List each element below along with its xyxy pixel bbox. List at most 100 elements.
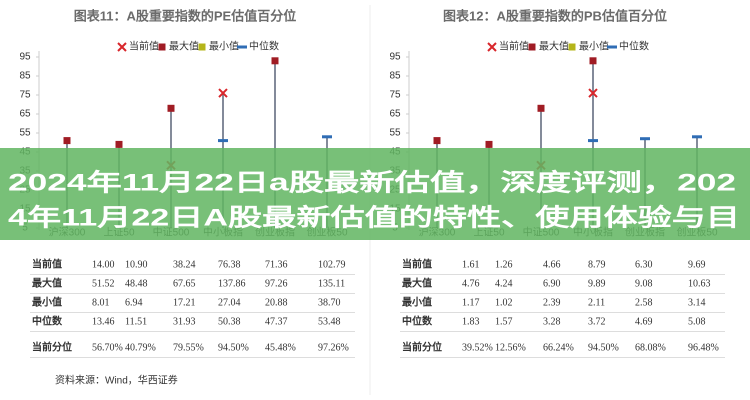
table-cell: 94.50% xyxy=(218,342,249,353)
marker-square xyxy=(115,140,123,148)
table-cell: 66.24% xyxy=(543,342,574,353)
marker-square xyxy=(271,57,279,65)
y-tick-label: 85 xyxy=(19,71,31,82)
table-cell: 3.14 xyxy=(688,297,706,308)
legend-label: 中位数 xyxy=(249,40,279,53)
table-cell: 102.79 xyxy=(318,259,346,270)
table-cell: 14.00 xyxy=(92,259,115,270)
table-cell: 137.86 xyxy=(218,278,246,289)
table-cell: 17.21 xyxy=(173,297,196,308)
table-cell: 9.89 xyxy=(588,278,606,289)
y-tick-label: 85 xyxy=(389,71,401,82)
table-cell: 68.08% xyxy=(635,342,666,353)
table-cell: 50.38 xyxy=(218,316,241,327)
y-tick-label: 55 xyxy=(19,128,31,139)
table-cell: 4.76 xyxy=(462,278,480,289)
banner-line: 2024年11月22日a股最新估值，深度评测，202 xyxy=(8,168,736,196)
table-cell: 39.52% xyxy=(462,342,493,353)
row-label: 最小值 xyxy=(402,296,432,309)
y-tick-label: 95 xyxy=(19,52,31,63)
table-cell: 1.61 xyxy=(462,259,480,270)
table-cell: 48.48 xyxy=(125,278,148,289)
banner-bg xyxy=(0,148,750,240)
table-cell: 11.51 xyxy=(125,316,147,327)
legend-label: 最小值 xyxy=(579,40,609,53)
table-cell: 1.17 xyxy=(462,297,480,308)
row-label: 最大值 xyxy=(32,277,62,290)
row-label: 当前值 xyxy=(32,258,62,271)
y-tick-label: 55 xyxy=(389,128,401,139)
row-label: 当前分位 xyxy=(32,341,72,354)
y-tick-label: 75 xyxy=(389,90,401,101)
marker-square xyxy=(537,104,545,112)
table-cell: 1.83 xyxy=(462,316,480,327)
table-cell: 4.24 xyxy=(495,278,513,289)
table-cell: 38.24 xyxy=(173,259,196,270)
table-cell: 56.70% xyxy=(92,342,123,353)
marker-dash xyxy=(607,45,617,49)
chart-title: 图表12：A股重要指数的PB估值百分位 xyxy=(443,8,667,23)
legend-label: 最大值 xyxy=(539,40,569,53)
marker-dash xyxy=(218,139,228,143)
table-cell: 38.70 xyxy=(318,297,341,308)
table-cell: 13.46 xyxy=(92,316,115,327)
legend-label: 最大值 xyxy=(169,40,199,53)
table-cell: 31.93 xyxy=(173,316,196,327)
legend-label: 最小值 xyxy=(209,40,239,53)
marker-current xyxy=(588,88,598,98)
row-label: 当前值 xyxy=(402,258,432,271)
marker-square xyxy=(433,137,441,145)
table-cell: 4.66 xyxy=(543,259,561,270)
marker-current xyxy=(218,88,228,98)
table-cell: 8.79 xyxy=(588,259,606,270)
table-cell: 1.57 xyxy=(495,316,513,327)
marker-square xyxy=(589,57,597,65)
source: 资料来源：Wind，华西证券 xyxy=(55,374,178,387)
marker-square xyxy=(528,43,536,51)
table-cell: 20.88 xyxy=(265,297,288,308)
marker-dash xyxy=(640,137,650,141)
y-tick-label: 95 xyxy=(389,52,401,63)
table-cell: 51.52 xyxy=(92,278,115,289)
table-cell: 76.38 xyxy=(218,259,241,270)
legend-label: 中位数 xyxy=(619,40,649,53)
table-cell: 3.72 xyxy=(588,316,606,327)
table-cell: 6.94 xyxy=(125,297,143,308)
marker-current xyxy=(487,42,497,52)
marker-current xyxy=(117,42,127,52)
row-label: 最小值 xyxy=(32,296,62,309)
table-cell: 9.08 xyxy=(635,278,653,289)
marker-dash xyxy=(588,139,598,143)
table-cell: 97.26% xyxy=(318,342,349,353)
marker-dash xyxy=(692,135,702,139)
marker-square xyxy=(485,140,493,148)
table-cell: 6.30 xyxy=(635,259,653,270)
row-label: 当前分位 xyxy=(402,341,442,354)
y-tick-label: 75 xyxy=(19,90,31,101)
table-cell: 12.56% xyxy=(495,342,526,353)
table-cell: 1.26 xyxy=(495,259,513,270)
marker-square xyxy=(158,43,166,51)
marker-dash xyxy=(322,135,332,139)
table-cell: 2.39 xyxy=(543,297,561,308)
table-cell: 1.02 xyxy=(495,297,513,308)
table-cell: 4.69 xyxy=(635,316,653,327)
table-cell: 94.50% xyxy=(588,342,619,353)
table-cell: 79.55% xyxy=(173,342,204,353)
table-cell: 27.04 xyxy=(218,297,241,308)
table-cell: 8.01 xyxy=(92,297,110,308)
table-cell: 3.28 xyxy=(543,316,561,327)
table-cell: 6.90 xyxy=(543,278,561,289)
legend-label: 当前值 xyxy=(499,40,529,53)
table-cell: 45.48% xyxy=(265,342,296,353)
table-cell: 40.79% xyxy=(125,342,156,353)
row-label: 最大值 xyxy=(402,277,432,290)
table-cell: 47.37 xyxy=(265,316,288,327)
row-label: 中位数 xyxy=(402,315,433,328)
marker-square xyxy=(63,137,71,145)
table-cell: 71.36 xyxy=(265,259,288,270)
banner-line: 4年11月22日A股最新估值的特性、使用体验与目 xyxy=(8,203,740,231)
y-tick-label: 65 xyxy=(389,109,401,120)
table-cell: 135.11 xyxy=(318,278,345,289)
table-cell: 10.63 xyxy=(688,278,711,289)
